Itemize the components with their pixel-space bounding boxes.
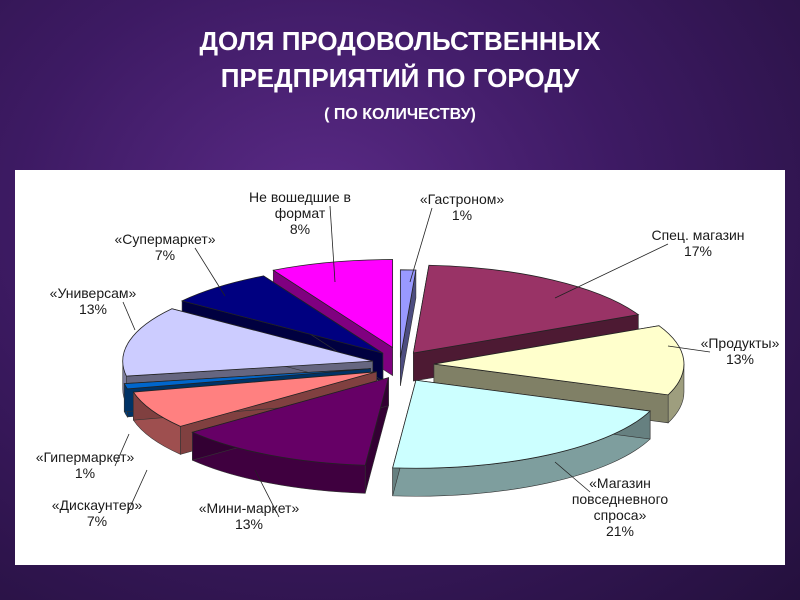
slice-value-label: 21% [606, 523, 634, 539]
leader-line [329, 205, 336, 283]
pie-chart: «Гастроном»1%Спец. магазин17%«Продукты»1… [36, 189, 780, 539]
pie-slice-top [191, 377, 390, 466]
slice-label: Спец. магазин [651, 227, 744, 243]
leader-line [667, 345, 711, 353]
leader-line [194, 247, 226, 297]
slice-label: «Мини-маркет» [199, 500, 300, 516]
slice-label: «Гипермаркет» [36, 449, 135, 465]
chart-panel: «Гастроном» 1% Спец. магазин 17% «Продукты» 1… [15, 170, 785, 565]
slice-label: «Магазин [589, 475, 651, 491]
slice-value-label: 17% [684, 243, 712, 259]
pie-tops [122, 259, 685, 469]
slice-label: повседневного [572, 491, 669, 507]
pie-slice-top [123, 368, 371, 390]
leader-line [126, 469, 148, 515]
slice-label: формат [275, 205, 326, 221]
pie-slice-top [392, 379, 651, 469]
slice-label: «Универсам» [50, 285, 137, 301]
pie-slice-top [433, 325, 685, 396]
pie-labels: «Гастроном»1%Спец. магазин17%«Продукты»1… [36, 189, 780, 539]
page-subtitle: ( ПО КОЛИЧЕСТВУ) [324, 106, 476, 123]
slice-label: «Дискаунтер» [52, 497, 143, 513]
leader-line [122, 301, 136, 331]
slice-value-label: 7% [155, 247, 175, 263]
slice-value-label: 13% [235, 516, 263, 532]
slice-value-label: 8% [290, 221, 310, 237]
page-title-line2: ПРЕДПРИЯТИЙ ПО ГОРОДУ [220, 63, 580, 93]
slice-value-label: 1% [452, 207, 472, 223]
pie-slice-top [412, 264, 640, 354]
slice-value-label: 7% [87, 513, 107, 529]
slice-value-label: 13% [726, 351, 754, 367]
leader-line [254, 469, 280, 518]
pie-slice-top [399, 269, 417, 358]
leader-line [554, 461, 591, 493]
leader-line [554, 243, 669, 299]
leader-line [409, 207, 433, 283]
pie-slice-top [272, 259, 394, 349]
pie-slice-top [122, 308, 373, 377]
slice-value-label: 13% [79, 301, 107, 317]
leader-line [114, 433, 130, 467]
slice-label: «Гастроном» [420, 191, 504, 207]
pie-slice-top [132, 371, 377, 427]
page-title-line1: ДОЛЯ ПРОДОВОЛЬСТВЕННЫХ [199, 26, 601, 56]
slice-label: «Супермаркет» [114, 231, 215, 247]
slice-label: Не вошедшие в [249, 189, 351, 205]
slice-label: «Продукты» [701, 335, 780, 351]
slice-label: спроса» [594, 507, 647, 523]
slice-value-label: 1% [75, 465, 95, 481]
